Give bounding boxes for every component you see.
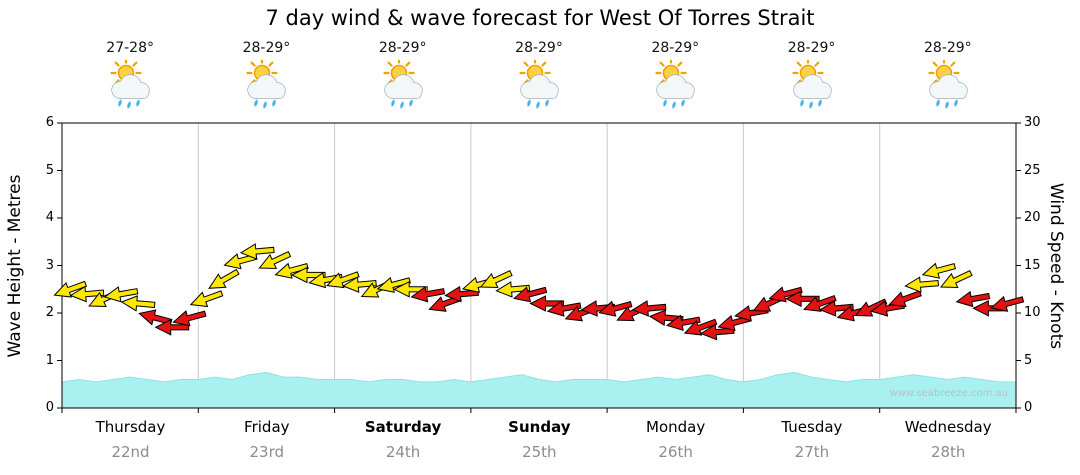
day-temp: 28-29° (378, 40, 427, 56)
sun-rain-cloud-icon (928, 57, 968, 109)
right-tick-label: 0 (1024, 400, 1033, 415)
weather-icon (650, 57, 700, 110)
weather-icon (514, 57, 564, 110)
day-temp: 28-29° (651, 40, 700, 56)
day-name: Sunday (508, 418, 571, 436)
day-temp: 28-29° (242, 40, 291, 56)
right-tick-label: 10 (1024, 305, 1041, 320)
day-date: 25th (522, 443, 557, 461)
day-name: Saturday (364, 418, 442, 436)
day-date: 22nd (111, 443, 150, 461)
weather-icon (241, 57, 291, 110)
day-temp: 28-29° (787, 40, 836, 56)
day-name: Friday (244, 418, 290, 436)
left-tick-label: 1 (45, 352, 54, 368)
day-date: 24th (385, 443, 421, 461)
weather-icon (787, 57, 837, 110)
day-temp: 28-29° (515, 40, 563, 56)
sun-rain-cloud-icon (246, 57, 287, 109)
day-temp: 27-28° (106, 40, 154, 56)
left-tick-label: 4 (45, 210, 54, 225)
left-tick-label: 2 (45, 305, 54, 320)
day-name: Thursday (95, 418, 166, 436)
day-temp: 28-29° (924, 40, 972, 56)
weather-icon (105, 57, 155, 110)
day-date: 27th (794, 443, 830, 461)
left-tick-label: 0 (45, 400, 54, 415)
right-tick-label: 15 (1024, 257, 1041, 273)
sun-rain-cloud-icon (791, 57, 832, 109)
day-date: 26th (658, 443, 693, 461)
left-tick-label: 6 (45, 115, 54, 130)
right-tick-label: 5 (1024, 352, 1033, 368)
day-name: Monday (646, 418, 706, 436)
weather-icon (378, 57, 428, 110)
left-tick-label: 5 (45, 162, 54, 178)
chart-title: 7 day wind & wave forecast for West Of T… (265, 6, 815, 30)
day-date: 28th (930, 443, 966, 461)
right-tick-label: 25 (1024, 162, 1041, 178)
day-name: Tuesday (781, 418, 843, 436)
right-tick-label: 20 (1024, 210, 1041, 225)
sun-rain-cloud-icon (519, 57, 559, 109)
left-tick-label: 3 (45, 257, 54, 273)
day-name: Wednesday (904, 418, 992, 436)
sun-rain-cloud-icon (655, 57, 695, 109)
right-tick-label: 30 (1024, 115, 1041, 130)
day-date: 23rd (249, 443, 285, 461)
watermark: www.seabreeze.com.au (889, 388, 1008, 399)
sun-rain-cloud-icon (383, 57, 423, 109)
sun-rain-cloud-icon (110, 57, 150, 109)
weather-icon (923, 57, 973, 110)
